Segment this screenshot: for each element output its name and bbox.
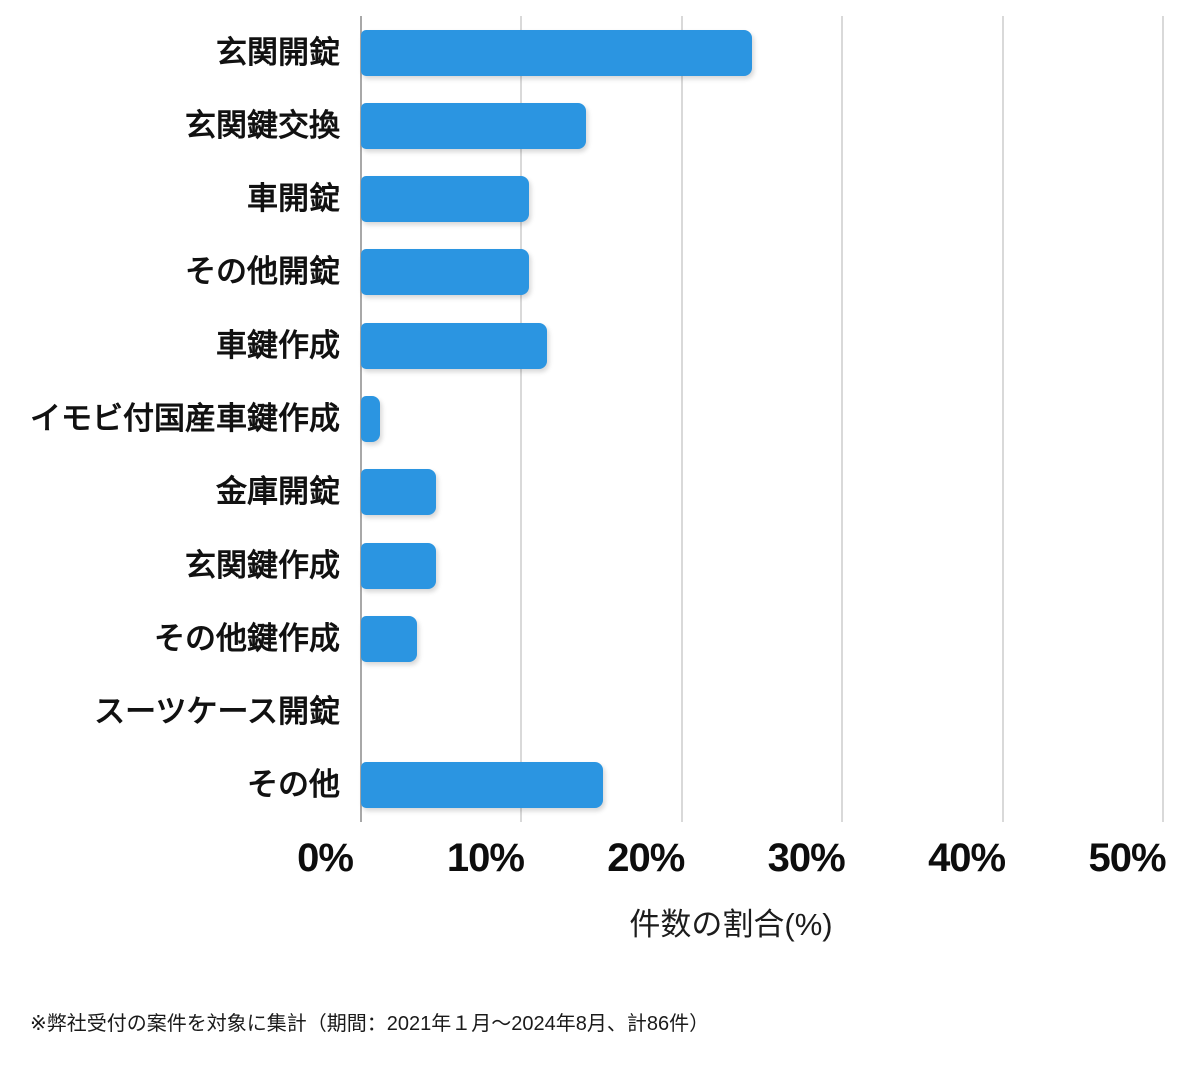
gridline [1162, 16, 1164, 822]
category-label: イモビ付国産車鍵作成 [30, 401, 340, 436]
category-label: 車開錠 [247, 181, 340, 217]
x-axis-title: 件数の割合(%) [629, 907, 833, 942]
plot-area [360, 16, 1164, 822]
x-tick-label: 40% [928, 836, 1006, 880]
bar [361, 102, 586, 149]
x-tick-label: 50% [1088, 836, 1166, 880]
bar [361, 762, 604, 809]
gridline [1001, 16, 1004, 822]
category-axis: 玄関開錠玄関鍵交換車開錠その他開錠車鍵作成イモビ付国産車鍵作成金庫開錠玄関鍵作成… [0, 16, 349, 822]
bar [361, 615, 418, 662]
bar [361, 542, 437, 589]
gridline [680, 16, 683, 822]
bar [361, 29, 753, 76]
category-label: その他 [247, 767, 340, 803]
gridline [841, 16, 844, 822]
bar [361, 176, 530, 223]
bar [361, 396, 381, 442]
x-tick-label: 30% [767, 836, 846, 880]
category-label: 金庫開錠 [216, 474, 340, 510]
bar [361, 469, 437, 516]
bar [361, 322, 548, 369]
x-tick-label: 10% [446, 836, 525, 880]
category-label: その他鍵作成 [154, 620, 340, 656]
footnote: ※弊社受付の案件を対象に集計（期間：2021年１月～2024年8月、計86件） [30, 1013, 710, 1035]
category-label: 玄関開錠 [216, 34, 340, 70]
bar [361, 249, 530, 296]
category-label: 玄関鍵交換 [185, 107, 340, 143]
x-tick-label: 0% [297, 836, 354, 880]
category-label: スーツケース開錠 [94, 694, 340, 730]
category-label: 車鍵作成 [216, 327, 340, 363]
category-label: 玄関鍵作成 [185, 547, 340, 583]
category-label: その他開錠 [185, 254, 340, 290]
x-tick-label: 20% [607, 836, 685, 880]
gridline [520, 16, 523, 822]
